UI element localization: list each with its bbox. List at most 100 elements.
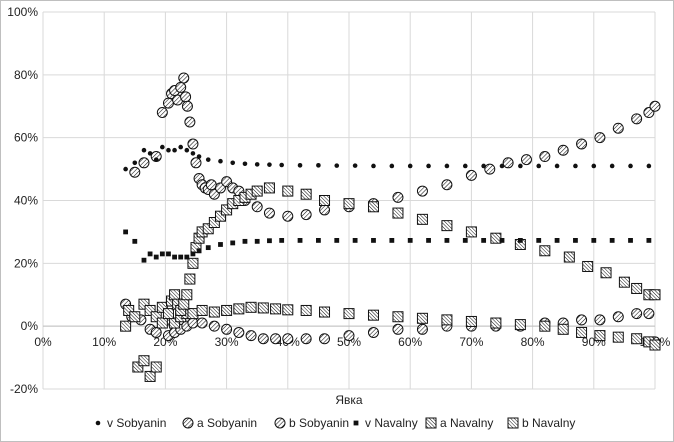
x-tick-label: 60% xyxy=(398,335,422,349)
y-tick-label: -20% xyxy=(10,382,38,396)
data-point xyxy=(205,245,211,251)
data-point xyxy=(539,151,551,163)
data-point xyxy=(257,333,269,345)
data-point xyxy=(539,245,551,257)
series-v-sobyanin xyxy=(123,144,652,172)
data-point xyxy=(162,308,174,320)
data-point xyxy=(230,160,236,166)
data-point xyxy=(245,301,257,313)
data-point xyxy=(631,333,643,345)
legend-marker xyxy=(274,417,286,429)
data-point xyxy=(499,237,505,243)
data-point xyxy=(576,314,588,326)
data-point xyxy=(484,163,496,175)
data-point xyxy=(612,331,624,343)
data-point xyxy=(416,185,428,197)
data-point xyxy=(536,237,542,243)
legend-item: a Navalny xyxy=(425,416,493,430)
legend-label: v Sobyanin xyxy=(107,416,166,430)
data-point xyxy=(334,163,340,168)
data-point xyxy=(514,319,526,331)
data-point xyxy=(153,157,159,162)
data-point xyxy=(141,147,147,153)
data-point xyxy=(132,361,144,373)
data-point xyxy=(297,163,303,168)
data-point xyxy=(367,309,379,321)
legend-label: v Navalny xyxy=(365,416,418,430)
data-point xyxy=(166,251,171,257)
data-point xyxy=(196,154,202,159)
data-point xyxy=(465,315,477,327)
data-point xyxy=(123,229,129,235)
data-point xyxy=(132,238,138,244)
gridlines xyxy=(42,11,656,390)
data-point xyxy=(184,254,190,260)
data-point xyxy=(254,238,260,244)
data-point xyxy=(242,238,248,244)
data-point xyxy=(407,237,413,243)
data-point xyxy=(190,151,196,156)
x-tick-label: 30% xyxy=(215,335,239,349)
x-tick-label: 80% xyxy=(521,335,545,349)
data-point xyxy=(138,298,150,310)
series-a-sobyanin xyxy=(129,72,661,222)
data-point xyxy=(263,207,275,219)
legend-item: v Navalny xyxy=(353,416,418,430)
data-point xyxy=(389,237,395,243)
data-point xyxy=(618,276,630,288)
legend-marker xyxy=(353,420,359,426)
data-point xyxy=(352,163,358,168)
data-point xyxy=(300,209,312,221)
x-tick-label: 10% xyxy=(92,335,116,349)
data-point xyxy=(300,304,312,316)
data-point xyxy=(609,163,615,169)
data-point xyxy=(147,251,153,257)
data-point xyxy=(147,151,153,156)
data-point xyxy=(169,289,181,301)
data-point xyxy=(465,226,477,238)
data-point xyxy=(557,144,569,156)
data-point xyxy=(343,330,355,342)
data-point xyxy=(123,166,128,172)
data-point xyxy=(319,195,331,206)
data-point xyxy=(153,254,159,260)
legend-label: b Navalny xyxy=(522,416,575,430)
data-point xyxy=(441,179,453,191)
legend-label: b Sobyanin xyxy=(289,416,349,430)
data-point xyxy=(646,163,652,169)
data-point xyxy=(172,147,177,153)
data-point xyxy=(576,138,588,150)
data-point xyxy=(169,317,181,329)
data-point xyxy=(172,254,177,260)
data-point xyxy=(257,302,269,314)
data-point xyxy=(242,161,248,167)
data-point xyxy=(202,223,214,235)
legend-label: a Sobyanin xyxy=(197,416,257,430)
data-point xyxy=(214,210,226,222)
data-point xyxy=(120,320,132,332)
data-point xyxy=(591,237,597,243)
x-tick-label: 0% xyxy=(34,335,52,349)
data-point xyxy=(187,257,199,269)
data-point xyxy=(646,237,652,243)
data-point xyxy=(389,163,395,169)
data-point xyxy=(300,188,312,200)
data-point xyxy=(233,326,245,338)
data-point xyxy=(196,317,208,329)
data-point xyxy=(175,81,187,93)
data-point xyxy=(129,311,141,323)
data-point xyxy=(178,254,184,260)
data-point xyxy=(132,160,138,166)
data-point xyxy=(316,237,321,243)
data-point xyxy=(129,166,141,178)
data-point xyxy=(481,237,487,243)
data-point xyxy=(181,100,193,112)
legend-item: a Sobyanin xyxy=(182,416,257,430)
data-point xyxy=(319,306,331,318)
data-point xyxy=(150,361,162,373)
data-point xyxy=(594,314,606,326)
legend-item: b Navalny xyxy=(507,416,575,430)
data-point xyxy=(254,162,260,167)
x-tick-label: 70% xyxy=(459,335,483,349)
